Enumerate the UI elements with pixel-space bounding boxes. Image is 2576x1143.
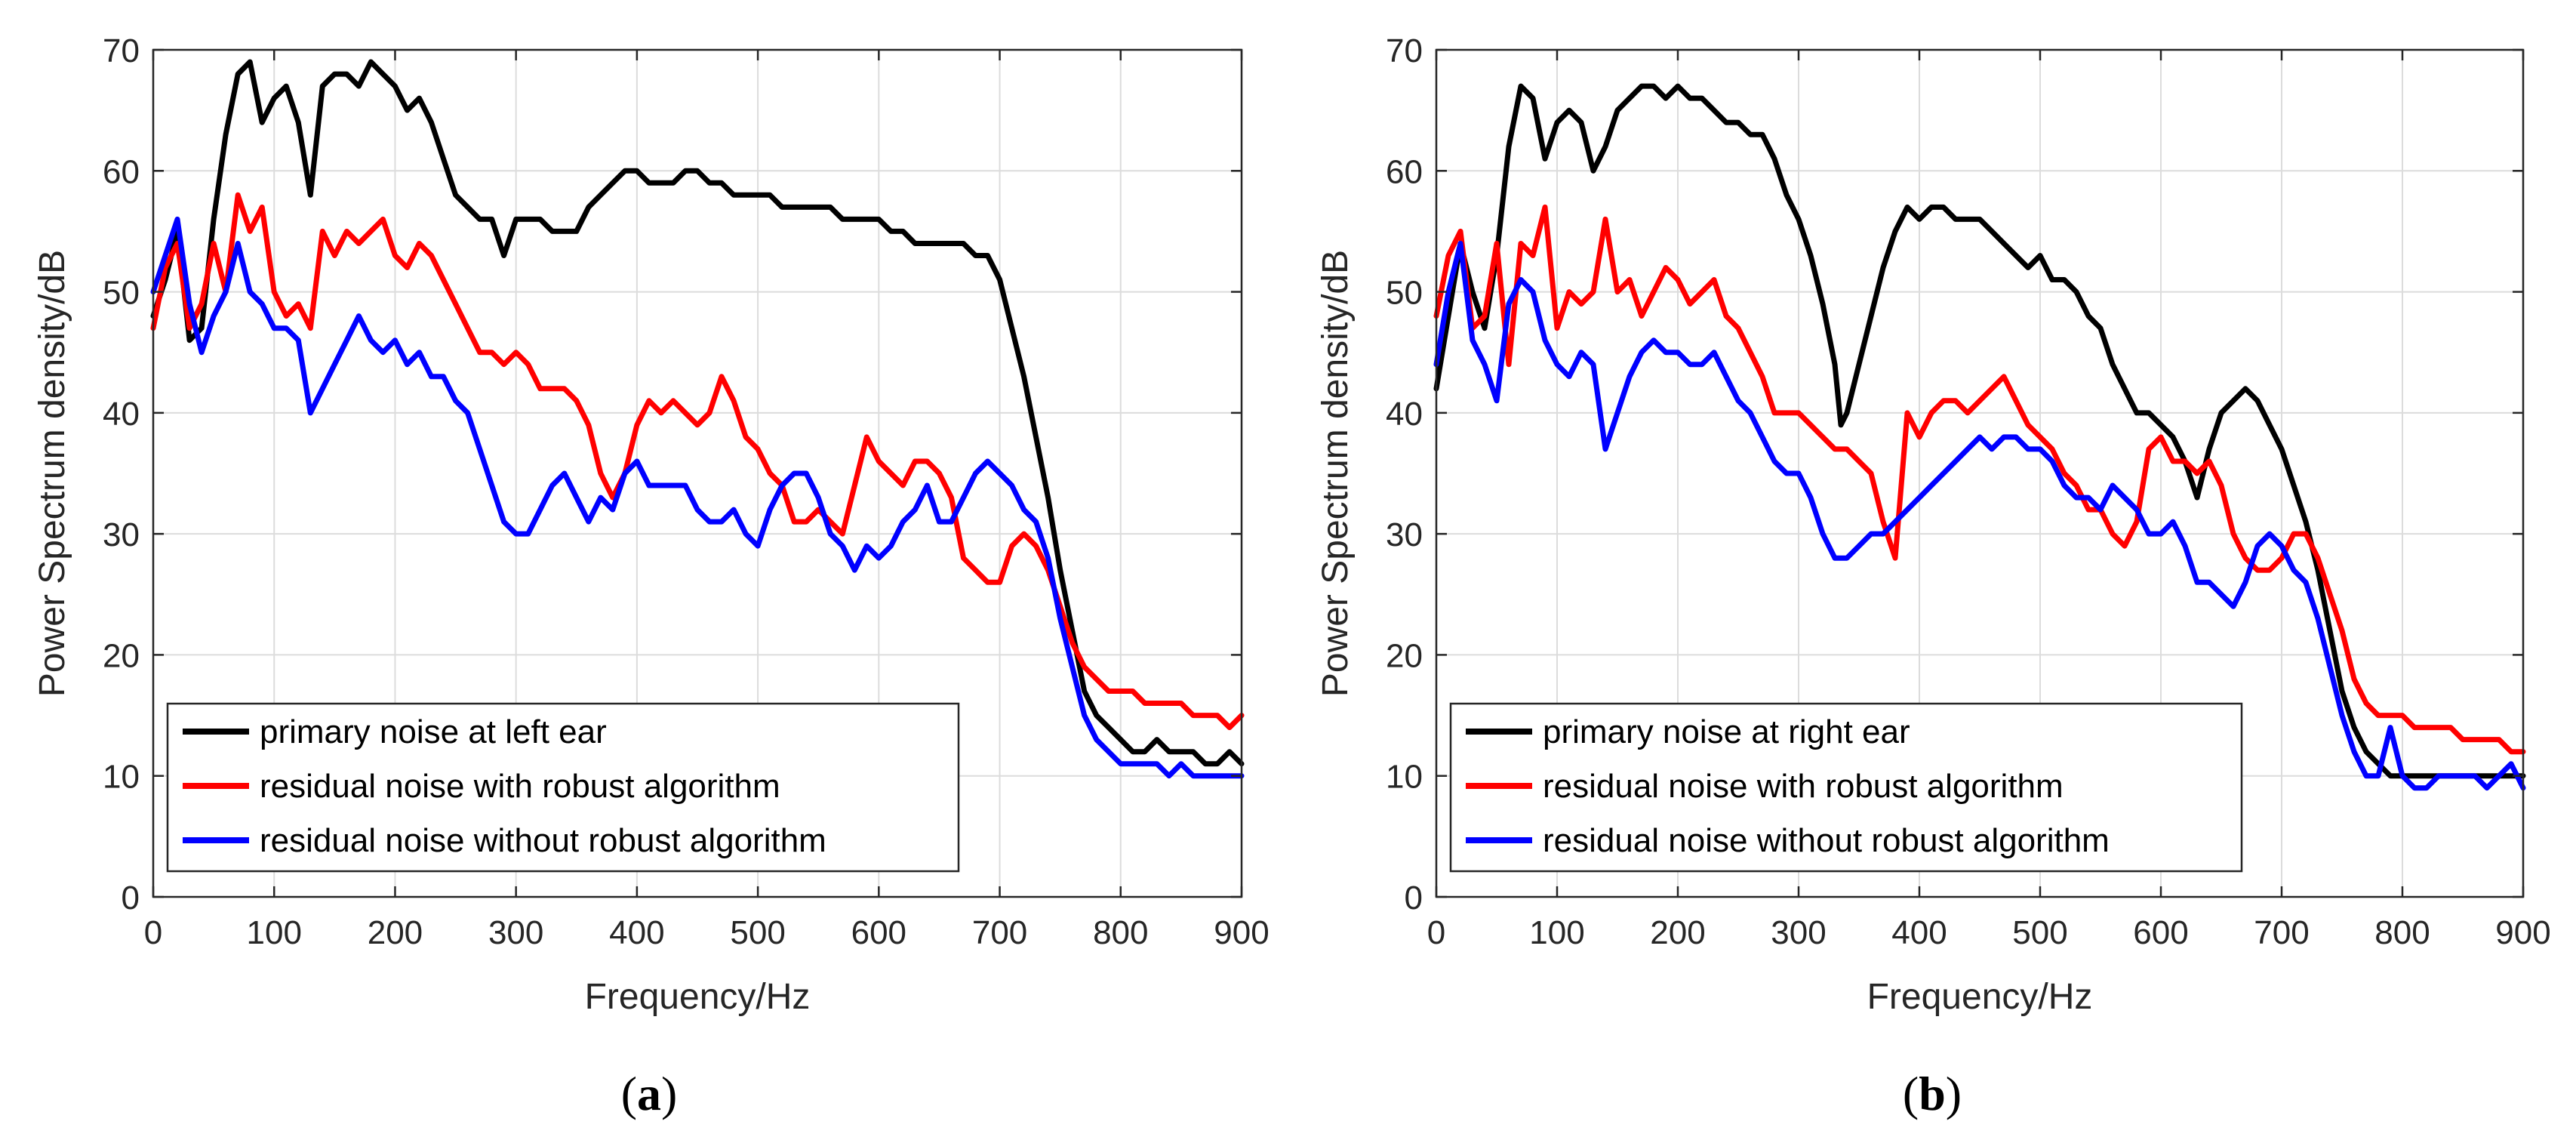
chart1-legend-box [1449,702,2243,873]
chart0-legend-entry-2: residual noise without robust algorithm [260,822,826,859]
chart0-panel-label: (a) [621,1067,678,1120]
chart1-ytick-label: 60 [1386,153,1423,190]
chart0-xtick-label: 600 [851,914,906,951]
chart1-xtick-label: 0 [1427,914,1445,951]
chart0-panel: 0 100 200 300 400 500 600 700 800 900 0 10 20 30 40 50 6… [32,32,1270,1120]
chart1-ytick-label: 50 [1386,275,1423,312]
chart0-legend-entry-1: residual noise with robust algorithm [260,768,780,805]
chart1-legend-entry-0: primary noise at right ear [1543,713,1910,750]
chart0-xtick-label: 0 [144,914,162,951]
chart0-xtick-label: 200 [368,914,423,951]
chart0-ytick-label: 50 [103,275,140,312]
chart1-panel: 0 100 200 300 400 500 600 700 800 900 0 10 20 30 40 50 6… [1316,32,2551,1120]
chart1-xtick-label: 400 [1891,914,1947,951]
chart0-xtick-label: 700 [972,914,1027,951]
chart1-series-2-line [1433,241,2526,791]
chart0-xlabel: Frequency/Hz [585,977,811,1017]
chart1-ytick-label: 70 [1386,32,1423,69]
chart1-legend-entry-1: residual noise with robust algorithm [1543,768,2064,805]
chart1-xtick-label: 100 [1529,914,1584,951]
chart0-legend-box [166,702,960,873]
chart0-ytick-label: 10 [103,759,140,796]
chart1-ytick-label: 10 [1386,759,1423,796]
chart1-legend-entry-2: residual noise without robust algorithm [1543,822,2110,859]
chart0-xtick-label: 900 [1214,914,1269,951]
chart1-xtick-label: 300 [1771,914,1826,951]
chart0-legend-entry-0: primary noise at left ear [260,713,607,750]
chart0-ytick-label: 40 [103,396,140,433]
chart0-xtick-label: 800 [1093,914,1148,951]
chart1-xtick-label: 700 [2254,914,2309,951]
chart1-xtick-label: 600 [2133,914,2188,951]
chart1-ytick-label: 0 [1405,880,1423,917]
chart1-xlabel: Frequency/Hz [1867,977,2093,1017]
chart1-panel-label: (b) [1903,1067,1962,1120]
chart0-xtick-label: 300 [488,914,543,951]
chart0-ytick-label: 30 [103,516,140,553]
chart1-ytick-label: 40 [1386,396,1423,433]
chart0-ytick-label: 70 [103,32,140,69]
chart0-ytick-label: 60 [103,153,140,190]
chart1-ytick-label: 30 [1386,516,1423,553]
chart0-series-2-line [150,216,1245,779]
chart0-series-0-line [150,59,1245,767]
chart1-series-0-line [1433,83,2526,779]
chart0-xtick-label: 100 [247,914,302,951]
chart0-ylabel: Power Spectrum density/dB [32,250,72,697]
chart1-axes-frame [1435,48,2525,898]
chart1-xtick-label: 800 [2374,914,2430,951]
chart1-ylabel: Power Spectrum density/dB [1316,250,1356,697]
chart0-axes-frame [152,48,1243,898]
chart1-series-1-line [1433,204,2526,755]
chart0-xtick-label: 400 [609,914,664,951]
chart1-xtick-label: 500 [2012,914,2067,951]
chart1-xtick-label: 200 [1650,914,1705,951]
chart1-xtick-label: 900 [2495,914,2550,951]
chart1-ytick-label: 20 [1386,637,1423,674]
chart0-ytick-label: 0 [122,880,140,917]
chart0-ytick-label: 20 [103,637,140,674]
chart0-xtick-label: 500 [730,914,785,951]
